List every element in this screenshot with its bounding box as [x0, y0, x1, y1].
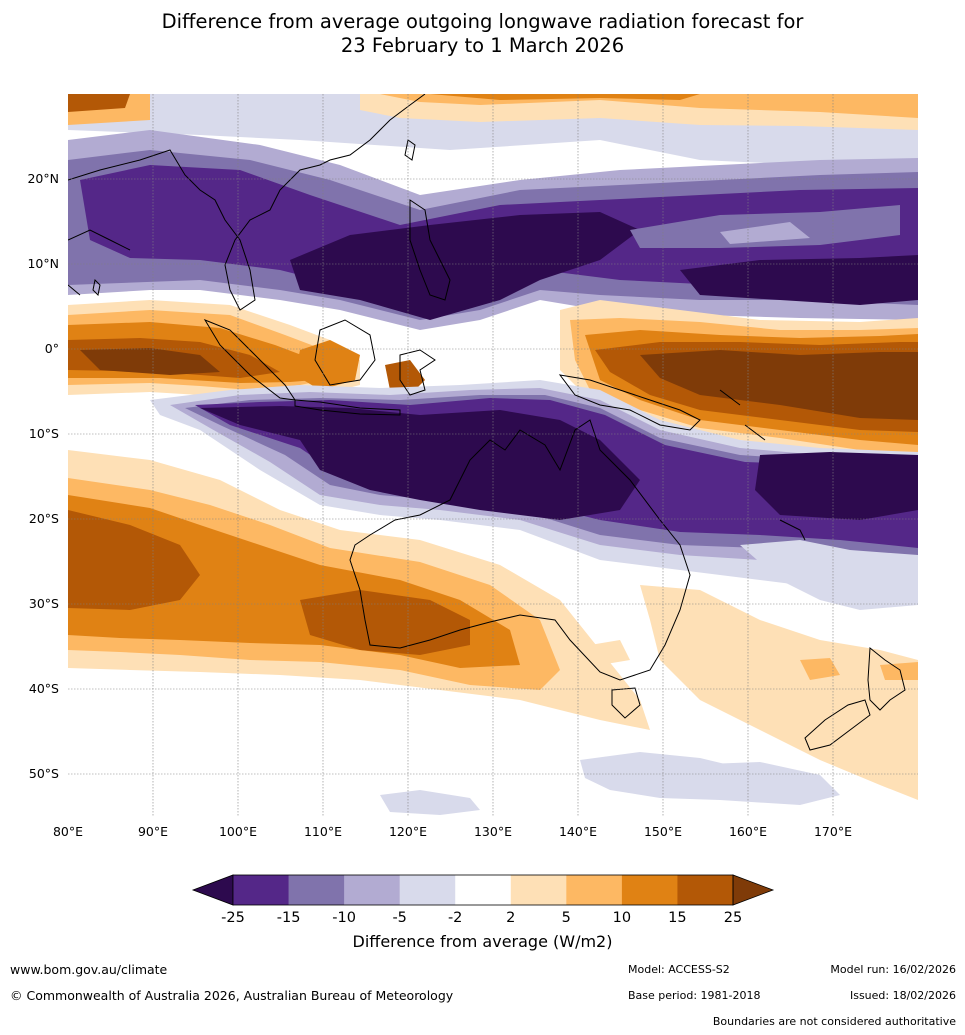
lon-label: 110°E	[304, 824, 342, 839]
colorbar-label: Difference from average (W/m2)	[352, 932, 613, 951]
coastlines	[68, 94, 906, 751]
lat-label: 10°S	[29, 426, 59, 441]
colorbar-tick: 25	[724, 910, 742, 926]
colorbar-tick: -10	[332, 910, 356, 926]
model-name: Model: ACCESS-S2	[628, 963, 730, 976]
colorbar-extend-high	[732, 874, 775, 906]
colorbar-tick: -5	[392, 910, 406, 926]
colorbar-swatch	[621, 875, 678, 905]
lat-label: 50°S	[29, 766, 59, 781]
copyright-text: © Commonwealth of Australia 2026, Austra…	[10, 988, 454, 1003]
lat-label: 20°S	[29, 511, 59, 526]
colorbar-tick: -25	[221, 910, 245, 926]
colorbar-tick: 10	[613, 910, 631, 926]
colorbar-swatch	[399, 875, 456, 905]
colorbar-swatch	[566, 875, 623, 905]
colorbar-swatch	[455, 875, 512, 905]
lon-label: 100°E	[219, 824, 257, 839]
issued-date: Issued: 18/02/2026	[849, 989, 956, 1002]
title-line-1: Difference from average outgoing longwav…	[161, 10, 804, 33]
lon-label: 160°E	[729, 824, 767, 839]
colorbar-ticks: -25 -15 -10 -5 -2 2 5 10 15 25	[221, 910, 742, 926]
lon-label: 140°E	[559, 824, 597, 839]
lat-label: 10°N	[27, 256, 59, 271]
colorbar-extend-low	[191, 874, 234, 906]
colorbar-swatches	[191, 874, 775, 906]
lon-label: 120°E	[389, 824, 427, 839]
lon-label: 90°E	[138, 824, 168, 839]
olr-anomaly-map: 20°N 10°N 0° 10°S 20°S 30°S 40°S 50°S 80…	[27, 94, 918, 839]
lat-label: 40°S	[29, 681, 59, 696]
chart-title: Difference from average outgoing longwav…	[0, 10, 965, 58]
lat-label: 0°	[45, 341, 59, 356]
base-period: Base period: 1981-2018	[628, 989, 761, 1002]
lat-labels: 20°N 10°N 0° 10°S 20°S 30°S 40°S 50°S	[27, 171, 59, 781]
colorbar-swatch	[288, 875, 345, 905]
boundaries-note: Boundaries are not considered authoritat…	[712, 1015, 956, 1028]
colorbar-tick: 15	[668, 910, 686, 926]
colorbar-swatch	[677, 875, 734, 905]
colorbar: -25 -15 -10 -5 -2 2 5 10 15 25	[191, 874, 775, 926]
lon-label: 150°E	[644, 824, 682, 839]
lat-label: 30°S	[29, 596, 59, 611]
colorbar-swatch	[510, 875, 567, 905]
lon-label: 130°E	[474, 824, 512, 839]
map-fill	[68, 94, 918, 817]
colorbar-tick: -2	[448, 910, 462, 926]
lon-labels: 80°E 90°E 100°E 110°E 120°E 130°E 140°E …	[53, 824, 852, 839]
colorbar-tick: -15	[277, 910, 301, 926]
colorbar-swatch	[344, 875, 401, 905]
lon-label: 170°E	[814, 824, 852, 839]
gridlines	[68, 94, 918, 817]
title-line-2: 23 February to 1 March 2026	[340, 34, 625, 57]
lat-label: 20°N	[27, 171, 59, 186]
colorbar-tick: 2	[506, 910, 515, 926]
colorbar-tick: 5	[562, 910, 571, 926]
lon-label: 80°E	[53, 824, 83, 839]
bom-url-link[interactable]: www.bom.gov.au/climate	[10, 962, 168, 977]
colorbar-swatch	[233, 875, 290, 905]
model-run-date: Model run: 16/02/2026	[830, 963, 956, 976]
